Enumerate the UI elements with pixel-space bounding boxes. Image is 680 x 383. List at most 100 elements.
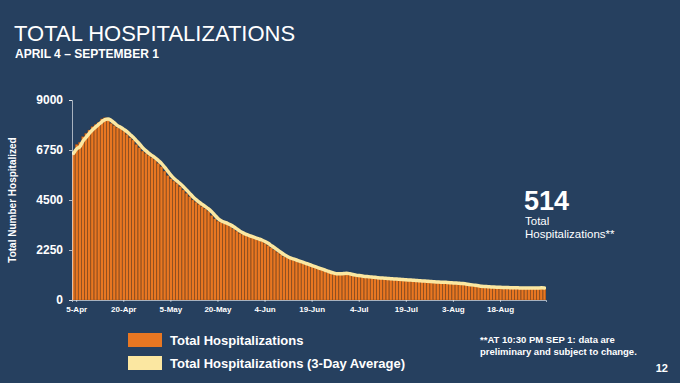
bar — [474, 286, 477, 300]
bar — [521, 288, 524, 300]
bar — [518, 288, 521, 300]
bar — [374, 278, 377, 300]
tick: 18-Aug — [487, 300, 514, 314]
bar — [82, 137, 85, 300]
bar — [364, 277, 367, 300]
bar — [361, 276, 364, 300]
x-axis: 5-Apr20-Apr5-May20-May4-Jun19-Jun4-Jul19… — [66, 300, 546, 314]
bar — [113, 126, 116, 300]
bar — [204, 209, 207, 300]
axis-line — [73, 301, 547, 303]
bar — [304, 264, 307, 300]
bar — [436, 282, 439, 300]
bar — [166, 176, 169, 300]
bar — [148, 156, 151, 300]
line — [74, 119, 545, 288]
bar — [267, 246, 270, 300]
bar — [424, 281, 427, 300]
bar — [223, 223, 226, 300]
tick-label: 4-Jun — [254, 305, 275, 314]
bar — [169, 179, 172, 300]
page-number: 12 — [656, 362, 668, 374]
tick: 4-Jul — [350, 300, 369, 314]
tick: 2250 — [36, 243, 72, 257]
bar — [160, 167, 163, 300]
bar — [487, 287, 490, 300]
bar — [286, 258, 289, 300]
bar — [348, 274, 351, 300]
bar — [270, 248, 273, 300]
bar — [531, 288, 534, 300]
bar — [430, 282, 433, 300]
bar — [239, 233, 242, 300]
tick-label: 6750 — [36, 143, 63, 157]
tick: 20-Apr — [111, 300, 136, 314]
tick: 4500 — [36, 193, 72, 207]
bar — [119, 129, 122, 300]
axis-title: Total Number Hospitalized — [7, 137, 18, 262]
bar — [405, 280, 408, 300]
bar — [295, 261, 298, 300]
tick-label: 20-May — [204, 305, 232, 314]
bar — [126, 134, 129, 300]
axis-line — [69, 101, 73, 301]
bar — [191, 200, 194, 300]
bar — [524, 288, 527, 300]
bar — [496, 287, 499, 300]
bar — [273, 250, 276, 300]
tick-label: 19-Jun — [299, 305, 325, 314]
y-axis: 02250450067509000 — [36, 93, 72, 307]
bar — [91, 127, 94, 300]
bar — [317, 269, 320, 300]
bar — [471, 285, 474, 300]
bar — [144, 153, 147, 300]
bar — [512, 288, 515, 300]
tick-mark — [123, 300, 124, 302]
tick-label: 2250 — [36, 243, 63, 257]
legend-label: Total Hospitalizations (3-Day Average) — [170, 356, 405, 371]
bar — [292, 260, 295, 300]
bar — [232, 229, 235, 300]
tick-label: 5-May — [160, 305, 183, 314]
bar — [433, 282, 436, 300]
subtitle: APRIL 4 – SEPTEMBER 1 — [15, 47, 159, 61]
bar — [157, 163, 160, 300]
bar — [138, 148, 141, 300]
bar — [323, 271, 326, 300]
bar — [235, 231, 238, 300]
callout-label: Total — [525, 215, 549, 227]
bar — [245, 236, 248, 300]
bar — [314, 268, 317, 300]
bar — [289, 259, 292, 300]
tick: 19-Jun — [299, 300, 325, 314]
bar — [493, 287, 496, 300]
bar — [179, 187, 182, 300]
callout-label: Hospitalizations** — [525, 228, 615, 240]
bar — [355, 276, 358, 300]
bar — [490, 287, 493, 300]
bar — [515, 288, 518, 300]
bar — [380, 278, 383, 300]
bar — [97, 122, 100, 300]
bar — [311, 267, 314, 300]
bar — [402, 280, 405, 300]
tick-label: 3-Aug — [442, 305, 465, 314]
tick-label: 18-Aug — [487, 305, 514, 314]
bar — [452, 283, 455, 300]
bar — [509, 288, 512, 300]
tick-label: 0 — [56, 293, 63, 307]
callout-value: 514 — [524, 186, 569, 216]
bar — [377, 278, 380, 300]
bar — [257, 240, 260, 300]
bar — [408, 280, 411, 300]
bar — [213, 219, 216, 300]
bar — [110, 123, 113, 300]
bar — [427, 282, 430, 300]
legend-swatch — [128, 333, 162, 347]
bar — [301, 263, 304, 300]
footnote: **AT 10:30 PM SEP 1: data are — [480, 334, 615, 345]
bar — [468, 285, 471, 300]
bar — [421, 281, 424, 300]
bar — [88, 130, 91, 300]
bar — [443, 282, 446, 300]
